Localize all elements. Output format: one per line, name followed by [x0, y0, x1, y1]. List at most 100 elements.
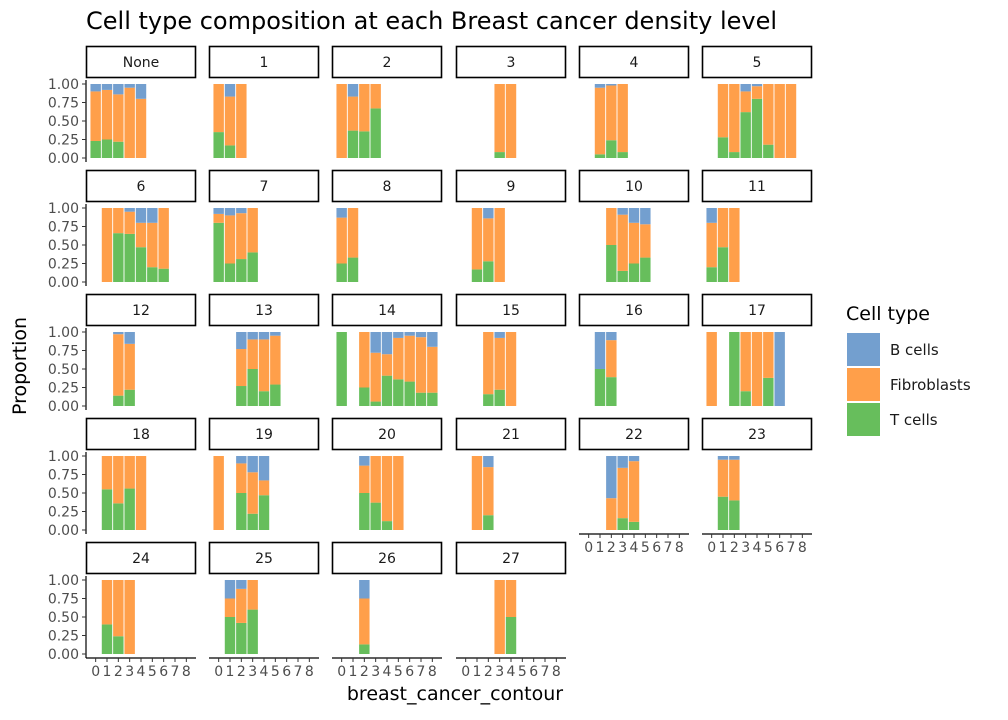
- facet-strip-label: 2: [383, 55, 392, 71]
- y-tick-label: 0.50: [48, 238, 79, 254]
- facet-panel-1: 1: [208, 45, 320, 158]
- x-tick-label: 8: [428, 664, 437, 680]
- y-tick-label: 0.50: [48, 114, 79, 130]
- bar-segment-fibroblasts: [135, 222, 147, 248]
- facet-strip: [578, 293, 690, 327]
- bar-segment-t-cells: [247, 513, 258, 530]
- bar-segment-fibroblasts: [471, 456, 483, 530]
- bar-segment-fibroblasts: [359, 598, 370, 645]
- bar-segment-fibroblasts: [213, 456, 224, 530]
- x-tick-label: 5: [641, 540, 650, 556]
- facet-strip-label: 6: [137, 179, 146, 195]
- bar-segment-fibroblasts: [381, 354, 393, 376]
- bar-segment-b-cells: [415, 332, 427, 338]
- facet-strip-label: 12: [132, 303, 150, 319]
- bar-segment-fibroblasts: [717, 208, 729, 248]
- facet-strip: [331, 293, 443, 327]
- bar-segment-t-cells: [359, 387, 370, 406]
- x-tick-label: 7: [787, 540, 796, 556]
- bar-segment-t-cells: [336, 263, 347, 282]
- y-tick-label: 0.75: [48, 96, 79, 112]
- bar-segment-fibroblasts: [247, 339, 258, 369]
- facet-panel-20: 20: [331, 417, 443, 530]
- facet-strip: [455, 169, 567, 203]
- bar-segment-fibroblasts: [640, 224, 651, 258]
- facet-strip-label: 16: [625, 303, 643, 319]
- bar-segment-b-cells: [594, 332, 606, 369]
- bar-segment-fibroblasts: [729, 208, 740, 282]
- bar-segment-fibroblasts: [606, 85, 617, 141]
- bar-segment-fibroblasts: [606, 208, 617, 245]
- x-tick-label: 5: [518, 664, 527, 680]
- bar-segment-fibroblasts: [147, 222, 158, 268]
- bar-segment-fibroblasts: [505, 84, 517, 158]
- bar-segment-fibroblasts: [158, 208, 169, 269]
- facet-strip: [208, 417, 320, 451]
- x-tick-label: 4: [753, 540, 762, 556]
- facet-strip: [208, 45, 320, 79]
- bar-segment-fibroblasts: [505, 580, 517, 617]
- x-tick-label: 0: [337, 664, 346, 680]
- facet-panel-22: 22 0 1 2 3 4 5 6 7 8: [578, 417, 690, 556]
- bar-segment-t-cells: [606, 245, 617, 282]
- bar-segment-fibroblasts: [124, 343, 135, 390]
- facet-strip: [208, 541, 320, 575]
- x-tick-label: 6: [405, 664, 414, 680]
- bar-segment-fibroblasts: [606, 498, 617, 530]
- legend-title: Cell type: [846, 303, 930, 325]
- bar-segment-t-cells: [594, 369, 606, 406]
- x-tick-label: 3: [248, 664, 257, 680]
- bar-segment-t-cells: [717, 496, 729, 530]
- bar-segment-t-cells: [158, 268, 169, 282]
- bar-segment-fibroblasts: [415, 337, 427, 393]
- x-tick-label: 4: [260, 664, 269, 680]
- bar-segment-fibroblasts: [617, 214, 628, 271]
- x-tick-label: 7: [541, 664, 550, 680]
- facet-strip-label: 17: [748, 303, 766, 319]
- bar-segment-b-cells: [113, 84, 124, 95]
- y-tick-label: 0.25: [48, 381, 79, 397]
- bar-segment-t-cells: [113, 503, 124, 530]
- y-tick-label: 0.75: [48, 344, 79, 360]
- facet-panel-4: 4: [578, 45, 690, 158]
- bar-segment-t-cells: [113, 141, 124, 158]
- legend-swatch: [847, 368, 880, 401]
- y-tick-label: 1.00: [48, 325, 79, 341]
- bar-segment-fibroblasts: [247, 472, 258, 514]
- bar-segment-fibroblasts: [706, 332, 717, 406]
- bar-segment-t-cells: [258, 495, 270, 530]
- facet-strip: [578, 45, 690, 79]
- x-tick-label: 2: [730, 540, 739, 556]
- bar-segment-b-cells: [224, 580, 236, 599]
- chart-title: Cell type composition at each Breast can…: [86, 7, 777, 35]
- facet-panel-7: 7: [208, 169, 320, 282]
- bar-segment-b-cells: [751, 84, 763, 87]
- y-tick-label: 1.00: [48, 573, 79, 589]
- bar-segment-t-cells: [236, 386, 247, 406]
- facet-strip-label: 26: [378, 551, 396, 567]
- y-tick-label: 1.00: [48, 201, 79, 217]
- bar-segment-t-cells: [640, 257, 651, 282]
- x-tick-label: 5: [271, 664, 280, 680]
- x-tick-label: 8: [305, 664, 314, 680]
- bar-segment-fibroblasts: [347, 96, 359, 131]
- bar-segment-t-cells: [359, 644, 370, 654]
- x-tick-label: 8: [552, 664, 561, 680]
- bar-segment-t-cells: [483, 515, 494, 530]
- bar-segment-t-cells: [101, 624, 113, 654]
- bar-segment-fibroblasts: [258, 339, 270, 392]
- bar-segment-fibroblasts: [336, 217, 347, 264]
- bar-segment-fibroblasts: [505, 332, 517, 406]
- y-tick-label: 0.75: [48, 468, 79, 484]
- bar-segment-b-cells: [236, 332, 247, 350]
- facet-strip: [331, 417, 443, 451]
- bar-segment-t-cells: [628, 521, 640, 530]
- facet-panel-8: 8: [331, 169, 443, 282]
- bar-segment-fibroblasts: [628, 461, 640, 522]
- bar-segment-fibroblasts: [113, 580, 124, 637]
- bar-segment-t-cells: [505, 617, 517, 654]
- bar-segment-fibroblasts: [785, 84, 797, 158]
- x-tick-label: 5: [394, 664, 403, 680]
- bar-segment-fibroblasts: [404, 335, 415, 382]
